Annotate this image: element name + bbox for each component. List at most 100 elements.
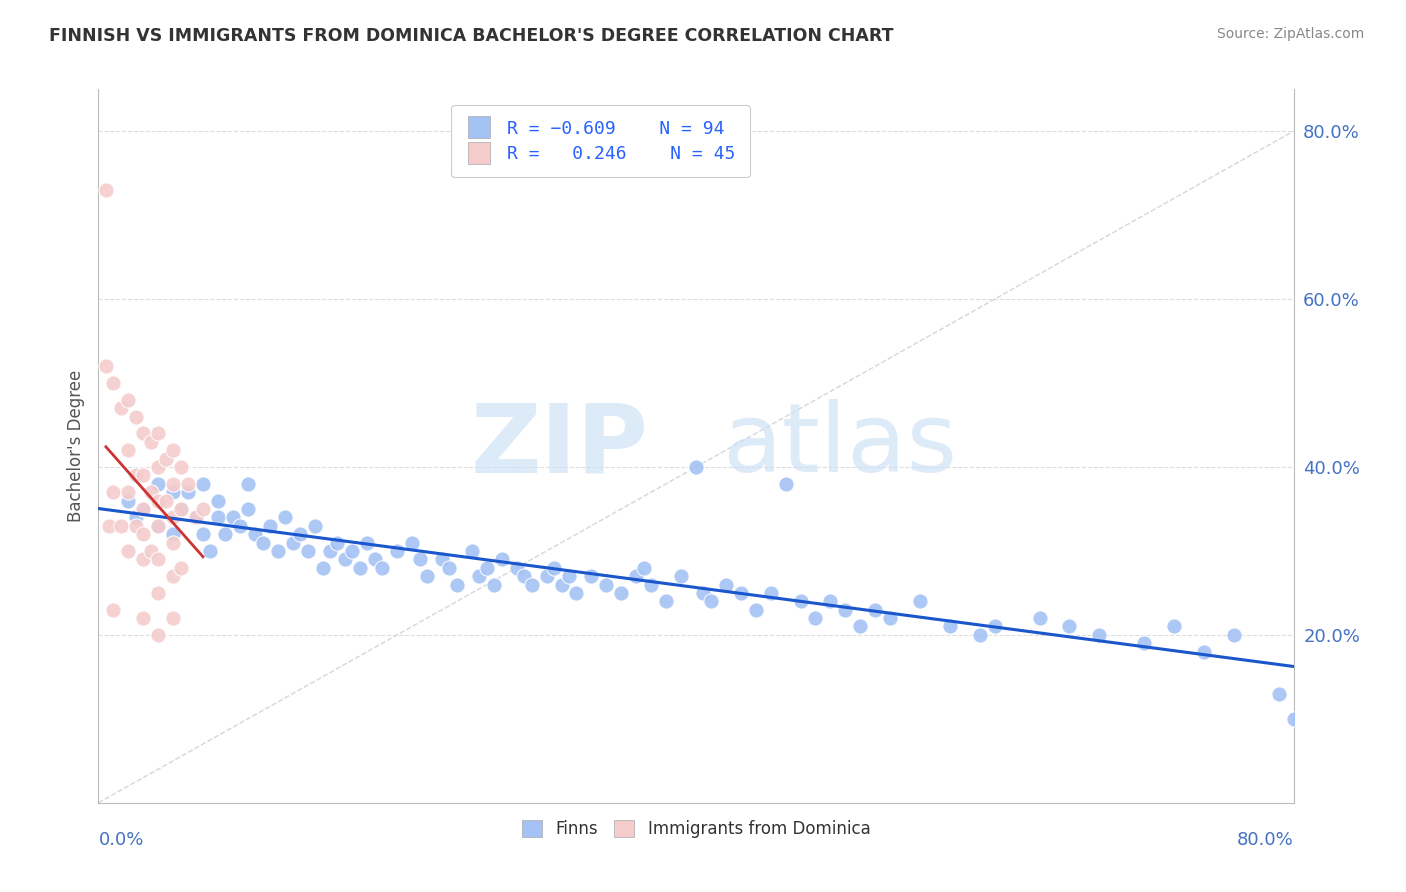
Point: [148, 493, 170, 508]
Text: ZIP: ZIP: [470, 400, 648, 492]
Point: [759, 586, 782, 600]
Point: [177, 485, 200, 500]
Point: [162, 476, 184, 491]
Point: [214, 527, 236, 541]
Point: [304, 518, 326, 533]
Point: [595, 577, 617, 591]
Point: [484, 577, 506, 591]
Point: [834, 603, 856, 617]
Legend: Finns, Immigrants from Dominica: Finns, Immigrants from Dominica: [515, 813, 877, 845]
Point: [148, 552, 170, 566]
Point: [169, 502, 191, 516]
Point: [162, 510, 184, 524]
Point: [177, 476, 200, 491]
Point: [468, 569, 491, 583]
Point: [439, 560, 461, 574]
Point: [169, 460, 191, 475]
Point: [730, 586, 752, 600]
Point: [745, 603, 768, 617]
Point: [229, 518, 252, 533]
Point: [103, 485, 125, 500]
Point: [640, 577, 662, 591]
Text: FINNISH VS IMMIGRANTS FROM DOMINICA BACHELOR'S DEGREE CORRELATION CHART: FINNISH VS IMMIGRANTS FROM DOMINICA BACH…: [49, 27, 894, 45]
Point: [506, 560, 529, 574]
Point: [633, 560, 655, 574]
Text: 80.0%: 80.0%: [1237, 831, 1294, 849]
Point: [162, 527, 184, 541]
Point: [200, 544, 222, 558]
Point: [222, 510, 245, 524]
Point: [349, 560, 371, 574]
Point: [1282, 712, 1305, 726]
Point: [162, 485, 184, 500]
Point: [139, 544, 162, 558]
Point: [326, 535, 349, 549]
Point: [110, 518, 132, 533]
Point: [169, 502, 191, 516]
Point: [155, 451, 177, 466]
Point: [1133, 636, 1156, 650]
Point: [148, 426, 170, 441]
Point: [162, 569, 184, 583]
Point: [513, 569, 536, 583]
Point: [125, 468, 148, 483]
Point: [446, 577, 468, 591]
Point: [865, 603, 887, 617]
Point: [700, 594, 723, 608]
Point: [430, 552, 453, 566]
Point: [236, 502, 259, 516]
Point: [252, 535, 274, 549]
Point: [581, 569, 603, 583]
Point: [804, 611, 827, 625]
Point: [879, 611, 901, 625]
Point: [94, 359, 117, 374]
Point: [148, 476, 170, 491]
Point: [132, 527, 155, 541]
Point: [475, 560, 498, 574]
Point: [191, 502, 214, 516]
Point: [132, 468, 155, 483]
Point: [849, 619, 872, 633]
Point: [297, 544, 319, 558]
Point: [311, 560, 333, 574]
Point: [401, 535, 423, 549]
Point: [558, 569, 581, 583]
Point: [520, 577, 543, 591]
Point: [408, 552, 430, 566]
Point: [132, 552, 155, 566]
Point: [148, 586, 170, 600]
Point: [155, 493, 177, 508]
Text: atlas: atlas: [721, 400, 957, 492]
Point: [148, 628, 170, 642]
Point: [626, 569, 648, 583]
Point: [416, 569, 439, 583]
Point: [543, 560, 565, 574]
Point: [1223, 628, 1246, 642]
Point: [775, 476, 797, 491]
Point: [565, 586, 588, 600]
Point: [371, 560, 394, 574]
Point: [939, 619, 962, 633]
Point: [139, 434, 162, 449]
Point: [132, 426, 155, 441]
Point: [125, 518, 148, 533]
Point: [162, 535, 184, 549]
Point: [132, 611, 155, 625]
Point: [274, 510, 297, 524]
Point: [655, 594, 678, 608]
Point: [461, 544, 484, 558]
Point: [132, 502, 155, 516]
Point: [281, 535, 304, 549]
Point: [117, 493, 139, 508]
Point: [984, 619, 1007, 633]
Point: [685, 460, 707, 475]
Point: [536, 569, 558, 583]
Point: [191, 476, 214, 491]
Point: [117, 443, 139, 458]
Text: 0.0%: 0.0%: [98, 831, 143, 849]
Point: [714, 577, 737, 591]
Point: [169, 560, 191, 574]
Point: [385, 544, 409, 558]
Point: [1163, 619, 1185, 633]
Point: [789, 594, 811, 608]
